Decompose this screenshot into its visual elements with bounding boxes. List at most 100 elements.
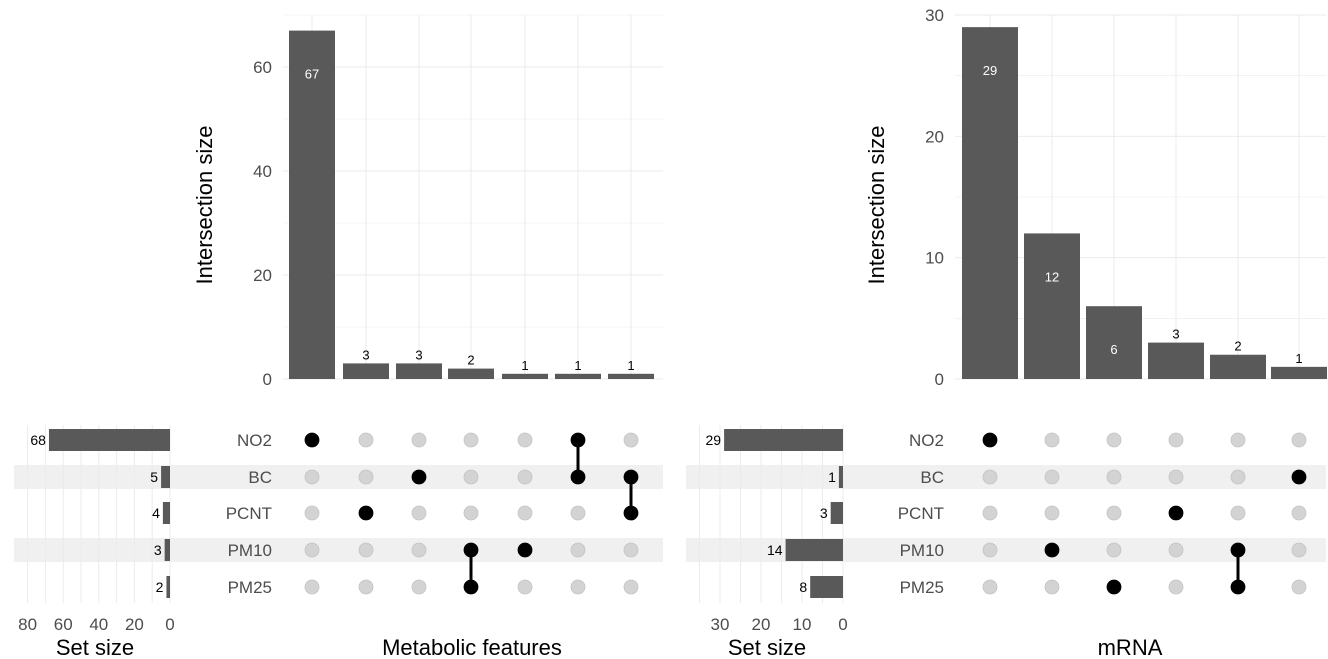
matrix-dot-inactive bbox=[304, 469, 320, 485]
matrix-dot-active bbox=[1230, 579, 1246, 595]
y-tick-label: 10 bbox=[925, 249, 944, 268]
matrix-dot-inactive bbox=[1230, 505, 1246, 521]
intersection-value-label: 1 bbox=[521, 358, 528, 373]
intersection-value-label: 3 bbox=[415, 347, 422, 362]
set-size-tick-label: 40 bbox=[89, 615, 108, 634]
intersection-value-label: 3 bbox=[1172, 327, 1179, 342]
matrix-dot-inactive bbox=[570, 579, 586, 595]
set-size-axis-title: Set size bbox=[728, 635, 806, 659]
set-size-tick-label: 60 bbox=[54, 615, 73, 634]
matrix-dot-inactive bbox=[982, 579, 998, 595]
set-size-value-label: 4 bbox=[152, 505, 160, 521]
matrix-dot-inactive bbox=[411, 432, 427, 448]
set-size-bar bbox=[830, 502, 843, 524]
matrix-dot-active bbox=[570, 469, 586, 485]
y-tick-label: 20 bbox=[925, 127, 944, 146]
matrix-dot-active bbox=[570, 432, 586, 448]
intersection-bar bbox=[502, 373, 548, 379]
y-axis-title: Intersection size bbox=[192, 126, 217, 285]
matrix-dot-inactive bbox=[304, 579, 320, 595]
set-size-tick-label: 0 bbox=[165, 615, 174, 634]
matrix-dot-inactive bbox=[358, 432, 374, 448]
matrix-dot-active bbox=[982, 432, 998, 448]
y-tick-label: 0 bbox=[263, 370, 272, 389]
intersection-bar bbox=[1024, 233, 1080, 379]
set-size-bar bbox=[48, 429, 170, 451]
intersection-value-label: 1 bbox=[1295, 351, 1302, 366]
matrix-dot-inactive bbox=[623, 579, 639, 595]
intersection-value-label: 1 bbox=[627, 358, 634, 373]
y-tick-label: 20 bbox=[253, 266, 272, 285]
set-size-tick-label: 20 bbox=[125, 615, 144, 634]
matrix-dot-inactive bbox=[517, 579, 533, 595]
matrix-dot-inactive bbox=[1168, 432, 1184, 448]
set-size-value-label: 3 bbox=[154, 542, 162, 558]
set-size-value-label: 2 bbox=[156, 579, 164, 595]
set-size-value-label: 29 bbox=[706, 432, 722, 448]
matrix-dot-inactive bbox=[1168, 469, 1184, 485]
matrix-dot-inactive bbox=[1106, 542, 1122, 558]
matrix-dot-inactive bbox=[623, 432, 639, 448]
intersection-value-label: 67 bbox=[305, 67, 319, 82]
matrix-dot-inactive bbox=[358, 542, 374, 558]
set-name-label: PM25 bbox=[228, 578, 272, 597]
set-size-value-label: 14 bbox=[767, 542, 783, 558]
matrix-dot-inactive bbox=[304, 505, 320, 521]
matrix-dot-inactive bbox=[517, 432, 533, 448]
set-name-label: PM25 bbox=[900, 578, 944, 597]
set-size-bar bbox=[838, 466, 843, 488]
matrix-dot-inactive bbox=[1291, 505, 1307, 521]
set-name-label: NO2 bbox=[237, 431, 272, 450]
matrix-dot-inactive bbox=[1168, 542, 1184, 558]
set-size-axis-title: Set size bbox=[56, 635, 134, 659]
intersection-value-label: 2 bbox=[467, 353, 474, 368]
set-name-label: PM10 bbox=[228, 541, 272, 560]
intersection-bar bbox=[1210, 354, 1266, 379]
set-size-tick-label: 10 bbox=[793, 615, 812, 634]
matrix-row-stripe bbox=[686, 465, 1326, 489]
intersection-bar bbox=[1148, 342, 1204, 379]
set-size-value-label: 68 bbox=[30, 432, 46, 448]
matrix-dot-active bbox=[358, 505, 374, 521]
matrix-dot-active bbox=[623, 469, 639, 485]
matrix-dot-active bbox=[1106, 579, 1122, 595]
set-size-bar bbox=[161, 466, 170, 488]
set-size-tick-label: 30 bbox=[711, 615, 730, 634]
matrix-dot-inactive bbox=[411, 579, 427, 595]
matrix-dot-inactive bbox=[358, 579, 374, 595]
intersection-value-label: 12 bbox=[1045, 269, 1059, 284]
matrix-row-stripe bbox=[14, 538, 663, 562]
matrix-dot-inactive bbox=[1044, 579, 1060, 595]
matrix-dot-inactive bbox=[1044, 432, 1060, 448]
matrix-dot-active bbox=[463, 579, 479, 595]
matrix-row-stripe bbox=[14, 465, 663, 489]
intersection-value-label: 1 bbox=[574, 358, 581, 373]
matrix-axis-title: Metabolic features bbox=[382, 635, 562, 659]
set-size-tick-label: 0 bbox=[838, 615, 847, 634]
matrix-dot-inactive bbox=[570, 505, 586, 521]
intersection-value-label: 3 bbox=[362, 347, 369, 362]
set-name-label: PCNT bbox=[898, 504, 944, 523]
set-size-value-label: 1 bbox=[828, 469, 836, 485]
matrix-dot-inactive bbox=[1044, 505, 1060, 521]
upset-panel-mrna: 0 10 20 30 Intersection size 29 12 6 3 2 1 29 1 3 14 8 3… bbox=[686, 6, 1327, 659]
matrix-dot-inactive bbox=[411, 505, 427, 521]
matrix-dot-inactive bbox=[1106, 469, 1122, 485]
intersection-grid bbox=[283, 14, 663, 380]
set-size-bar bbox=[162, 502, 170, 524]
matrix-dot-inactive bbox=[1230, 469, 1246, 485]
matrix-dot-active bbox=[623, 505, 639, 521]
matrix-dot-inactive bbox=[463, 505, 479, 521]
matrix-dot-active bbox=[517, 542, 533, 558]
intersection-bar bbox=[289, 30, 335, 379]
matrix-dot-inactive bbox=[1044, 469, 1060, 485]
y-tick-label: 40 bbox=[253, 162, 272, 181]
matrix-dot-inactive bbox=[623, 542, 639, 558]
matrix-dot-inactive bbox=[982, 542, 998, 558]
intersection-bar bbox=[1271, 366, 1327, 379]
matrix-dot-active bbox=[304, 432, 320, 448]
set-size-bar bbox=[785, 539, 843, 561]
intersection-bar bbox=[1086, 306, 1142, 379]
matrix-dot-inactive bbox=[463, 469, 479, 485]
matrix-dot-inactive bbox=[1291, 432, 1307, 448]
